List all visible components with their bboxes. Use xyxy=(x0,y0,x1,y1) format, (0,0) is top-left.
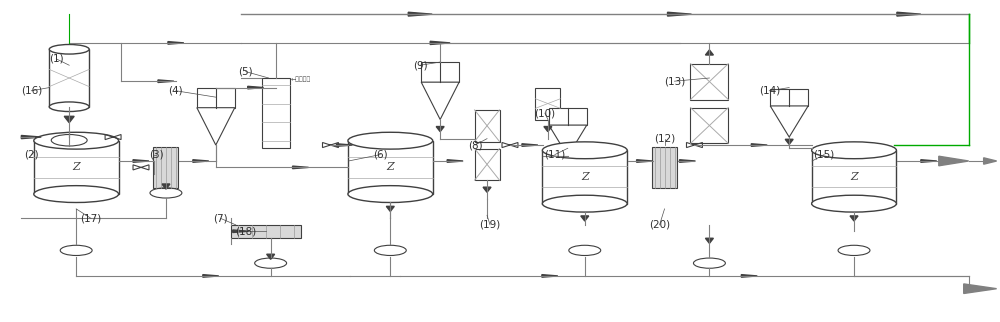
Polygon shape xyxy=(64,116,74,123)
Polygon shape xyxy=(408,12,432,16)
Text: (3): (3) xyxy=(149,150,163,160)
Polygon shape xyxy=(168,42,184,44)
Ellipse shape xyxy=(34,186,119,203)
Polygon shape xyxy=(158,80,174,82)
Text: (1): (1) xyxy=(49,54,64,64)
Ellipse shape xyxy=(49,102,89,111)
Bar xyxy=(690,64,728,99)
Polygon shape xyxy=(751,144,767,146)
Text: (11): (11) xyxy=(544,150,565,160)
Polygon shape xyxy=(581,216,589,221)
Polygon shape xyxy=(197,108,235,145)
Polygon shape xyxy=(637,160,653,162)
Ellipse shape xyxy=(542,142,627,159)
Polygon shape xyxy=(679,160,695,162)
Text: (5): (5) xyxy=(238,67,253,77)
Text: (19): (19) xyxy=(479,220,501,230)
Text: (16): (16) xyxy=(21,86,42,96)
FancyBboxPatch shape xyxy=(348,141,433,194)
FancyBboxPatch shape xyxy=(542,150,627,204)
Bar xyxy=(549,108,587,125)
Polygon shape xyxy=(21,136,41,139)
Polygon shape xyxy=(544,127,552,132)
Text: (14): (14) xyxy=(759,86,780,96)
Polygon shape xyxy=(336,144,352,146)
Text: Z: Z xyxy=(581,172,589,182)
Text: (8): (8) xyxy=(468,140,482,150)
Polygon shape xyxy=(386,206,394,212)
Polygon shape xyxy=(483,187,491,192)
Polygon shape xyxy=(248,86,264,89)
Text: (13): (13) xyxy=(664,76,685,86)
Text: (6): (6) xyxy=(373,150,388,160)
Bar xyxy=(231,225,301,238)
Text: (7): (7) xyxy=(213,213,228,223)
Bar xyxy=(690,108,728,143)
Text: Z: Z xyxy=(386,162,394,172)
Polygon shape xyxy=(436,127,444,132)
Polygon shape xyxy=(522,144,538,146)
Ellipse shape xyxy=(348,186,433,203)
Polygon shape xyxy=(668,12,691,16)
Text: (20): (20) xyxy=(649,220,670,230)
Polygon shape xyxy=(267,254,275,259)
Polygon shape xyxy=(785,139,793,144)
Ellipse shape xyxy=(348,132,433,149)
Polygon shape xyxy=(447,160,463,162)
Bar xyxy=(49,49,89,107)
Bar xyxy=(770,89,808,106)
Polygon shape xyxy=(162,184,170,189)
Text: Z: Z xyxy=(850,172,858,182)
FancyBboxPatch shape xyxy=(34,141,119,194)
Polygon shape xyxy=(850,216,858,221)
FancyBboxPatch shape xyxy=(812,150,896,204)
Text: (18): (18) xyxy=(235,226,256,236)
Ellipse shape xyxy=(812,142,896,159)
Polygon shape xyxy=(549,125,587,156)
Bar xyxy=(652,147,677,188)
Polygon shape xyxy=(233,230,249,232)
Polygon shape xyxy=(293,166,309,169)
Polygon shape xyxy=(939,156,969,166)
Polygon shape xyxy=(421,82,459,119)
Polygon shape xyxy=(741,275,757,277)
Ellipse shape xyxy=(49,44,89,54)
Polygon shape xyxy=(430,41,450,44)
Text: (12): (12) xyxy=(654,134,675,144)
Polygon shape xyxy=(984,158,997,164)
Text: (10): (10) xyxy=(534,108,555,118)
Text: (15): (15) xyxy=(813,150,835,160)
Polygon shape xyxy=(203,275,219,277)
Text: ←气化蒸发: ←气化蒸发 xyxy=(291,77,311,82)
Polygon shape xyxy=(705,238,713,243)
Bar xyxy=(197,88,235,108)
Text: (9): (9) xyxy=(413,60,428,70)
Bar xyxy=(153,147,178,188)
Text: Z: Z xyxy=(72,162,80,172)
Ellipse shape xyxy=(812,195,896,212)
Polygon shape xyxy=(897,12,921,16)
Text: (2): (2) xyxy=(24,150,39,160)
Polygon shape xyxy=(193,160,209,162)
Bar xyxy=(475,148,500,180)
Text: (4): (4) xyxy=(169,86,183,96)
Polygon shape xyxy=(542,275,558,277)
Polygon shape xyxy=(921,160,937,162)
Bar xyxy=(535,88,560,119)
Ellipse shape xyxy=(542,195,627,212)
Bar xyxy=(475,110,500,142)
Bar xyxy=(421,62,459,82)
Ellipse shape xyxy=(34,132,119,149)
Polygon shape xyxy=(133,160,149,162)
Text: (17): (17) xyxy=(81,213,102,223)
Polygon shape xyxy=(770,106,808,137)
Polygon shape xyxy=(705,50,713,55)
Polygon shape xyxy=(964,284,997,293)
Bar xyxy=(262,78,290,148)
